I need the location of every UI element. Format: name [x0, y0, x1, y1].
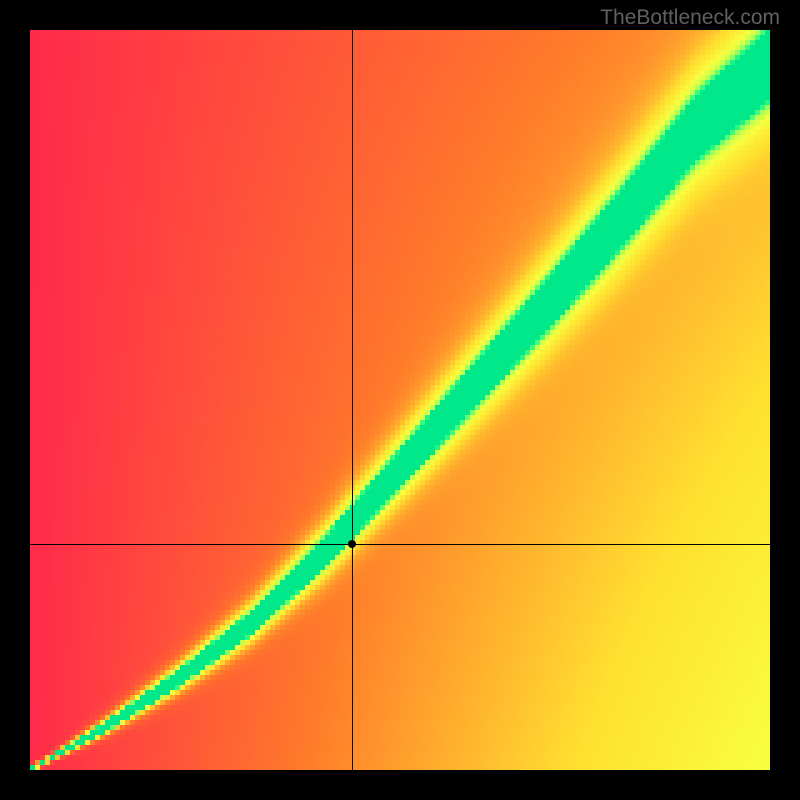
heatmap-canvas	[30, 30, 770, 770]
watermark-text: TheBottleneck.com	[600, 6, 780, 30]
crosshair-marker-dot	[348, 540, 356, 548]
crosshair-horizontal	[30, 544, 770, 545]
heatmap-plot	[30, 30, 770, 770]
crosshair-vertical	[352, 30, 353, 770]
